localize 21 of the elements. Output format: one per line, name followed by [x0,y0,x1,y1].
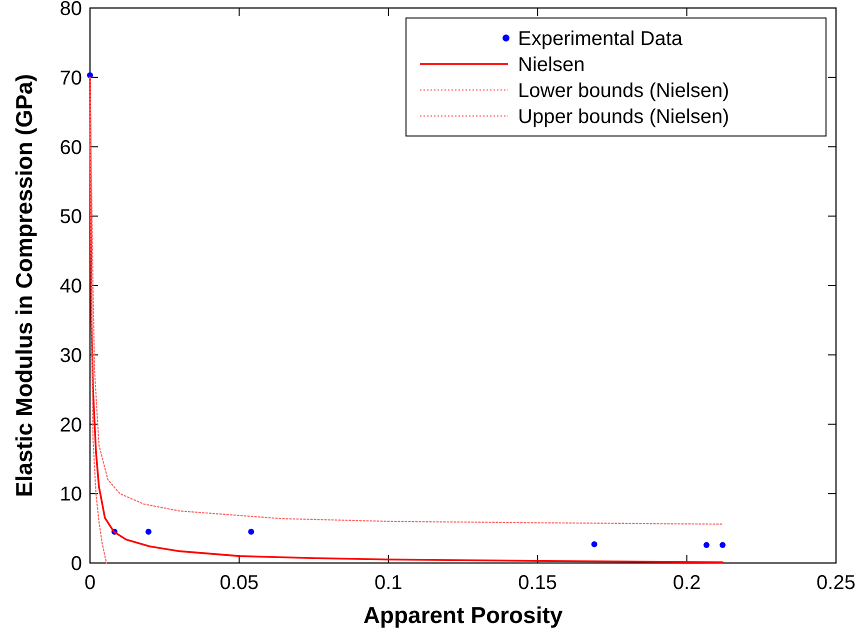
y-tick-label: 10 [60,484,82,506]
y-tick-label: 20 [60,414,82,436]
y-axis-title: Elastic Modulus in Compression (GPa) [11,74,37,498]
x-tick-label: 0.25 [816,572,856,594]
y-tick-label: 40 [60,276,82,298]
legend-label: Nielsen [518,54,585,76]
x-tick-label: 0.05 [220,572,259,594]
y-tick-label: 0 [70,553,82,575]
x-tick-label: 0.15 [518,572,558,594]
x-tick-label: 0 [84,572,96,594]
x-tick-label: 0.2 [672,572,701,594]
legend-label: Upper bounds (Nielsen) [518,106,730,128]
legend-label: Lower bounds (Nielsen) [518,80,730,102]
y-tick-label: 50 [60,206,82,228]
y-tick-label: 70 [60,67,82,90]
x-axis-title: Apparent Porosity [363,602,563,628]
y-tick-label: 60 [60,136,82,159]
x-tick-label: 0.1 [374,572,402,594]
y-tick-label: 80 [60,0,82,20]
legend-label: Experimental Data [518,28,684,50]
y-tick-label: 30 [60,344,82,367]
